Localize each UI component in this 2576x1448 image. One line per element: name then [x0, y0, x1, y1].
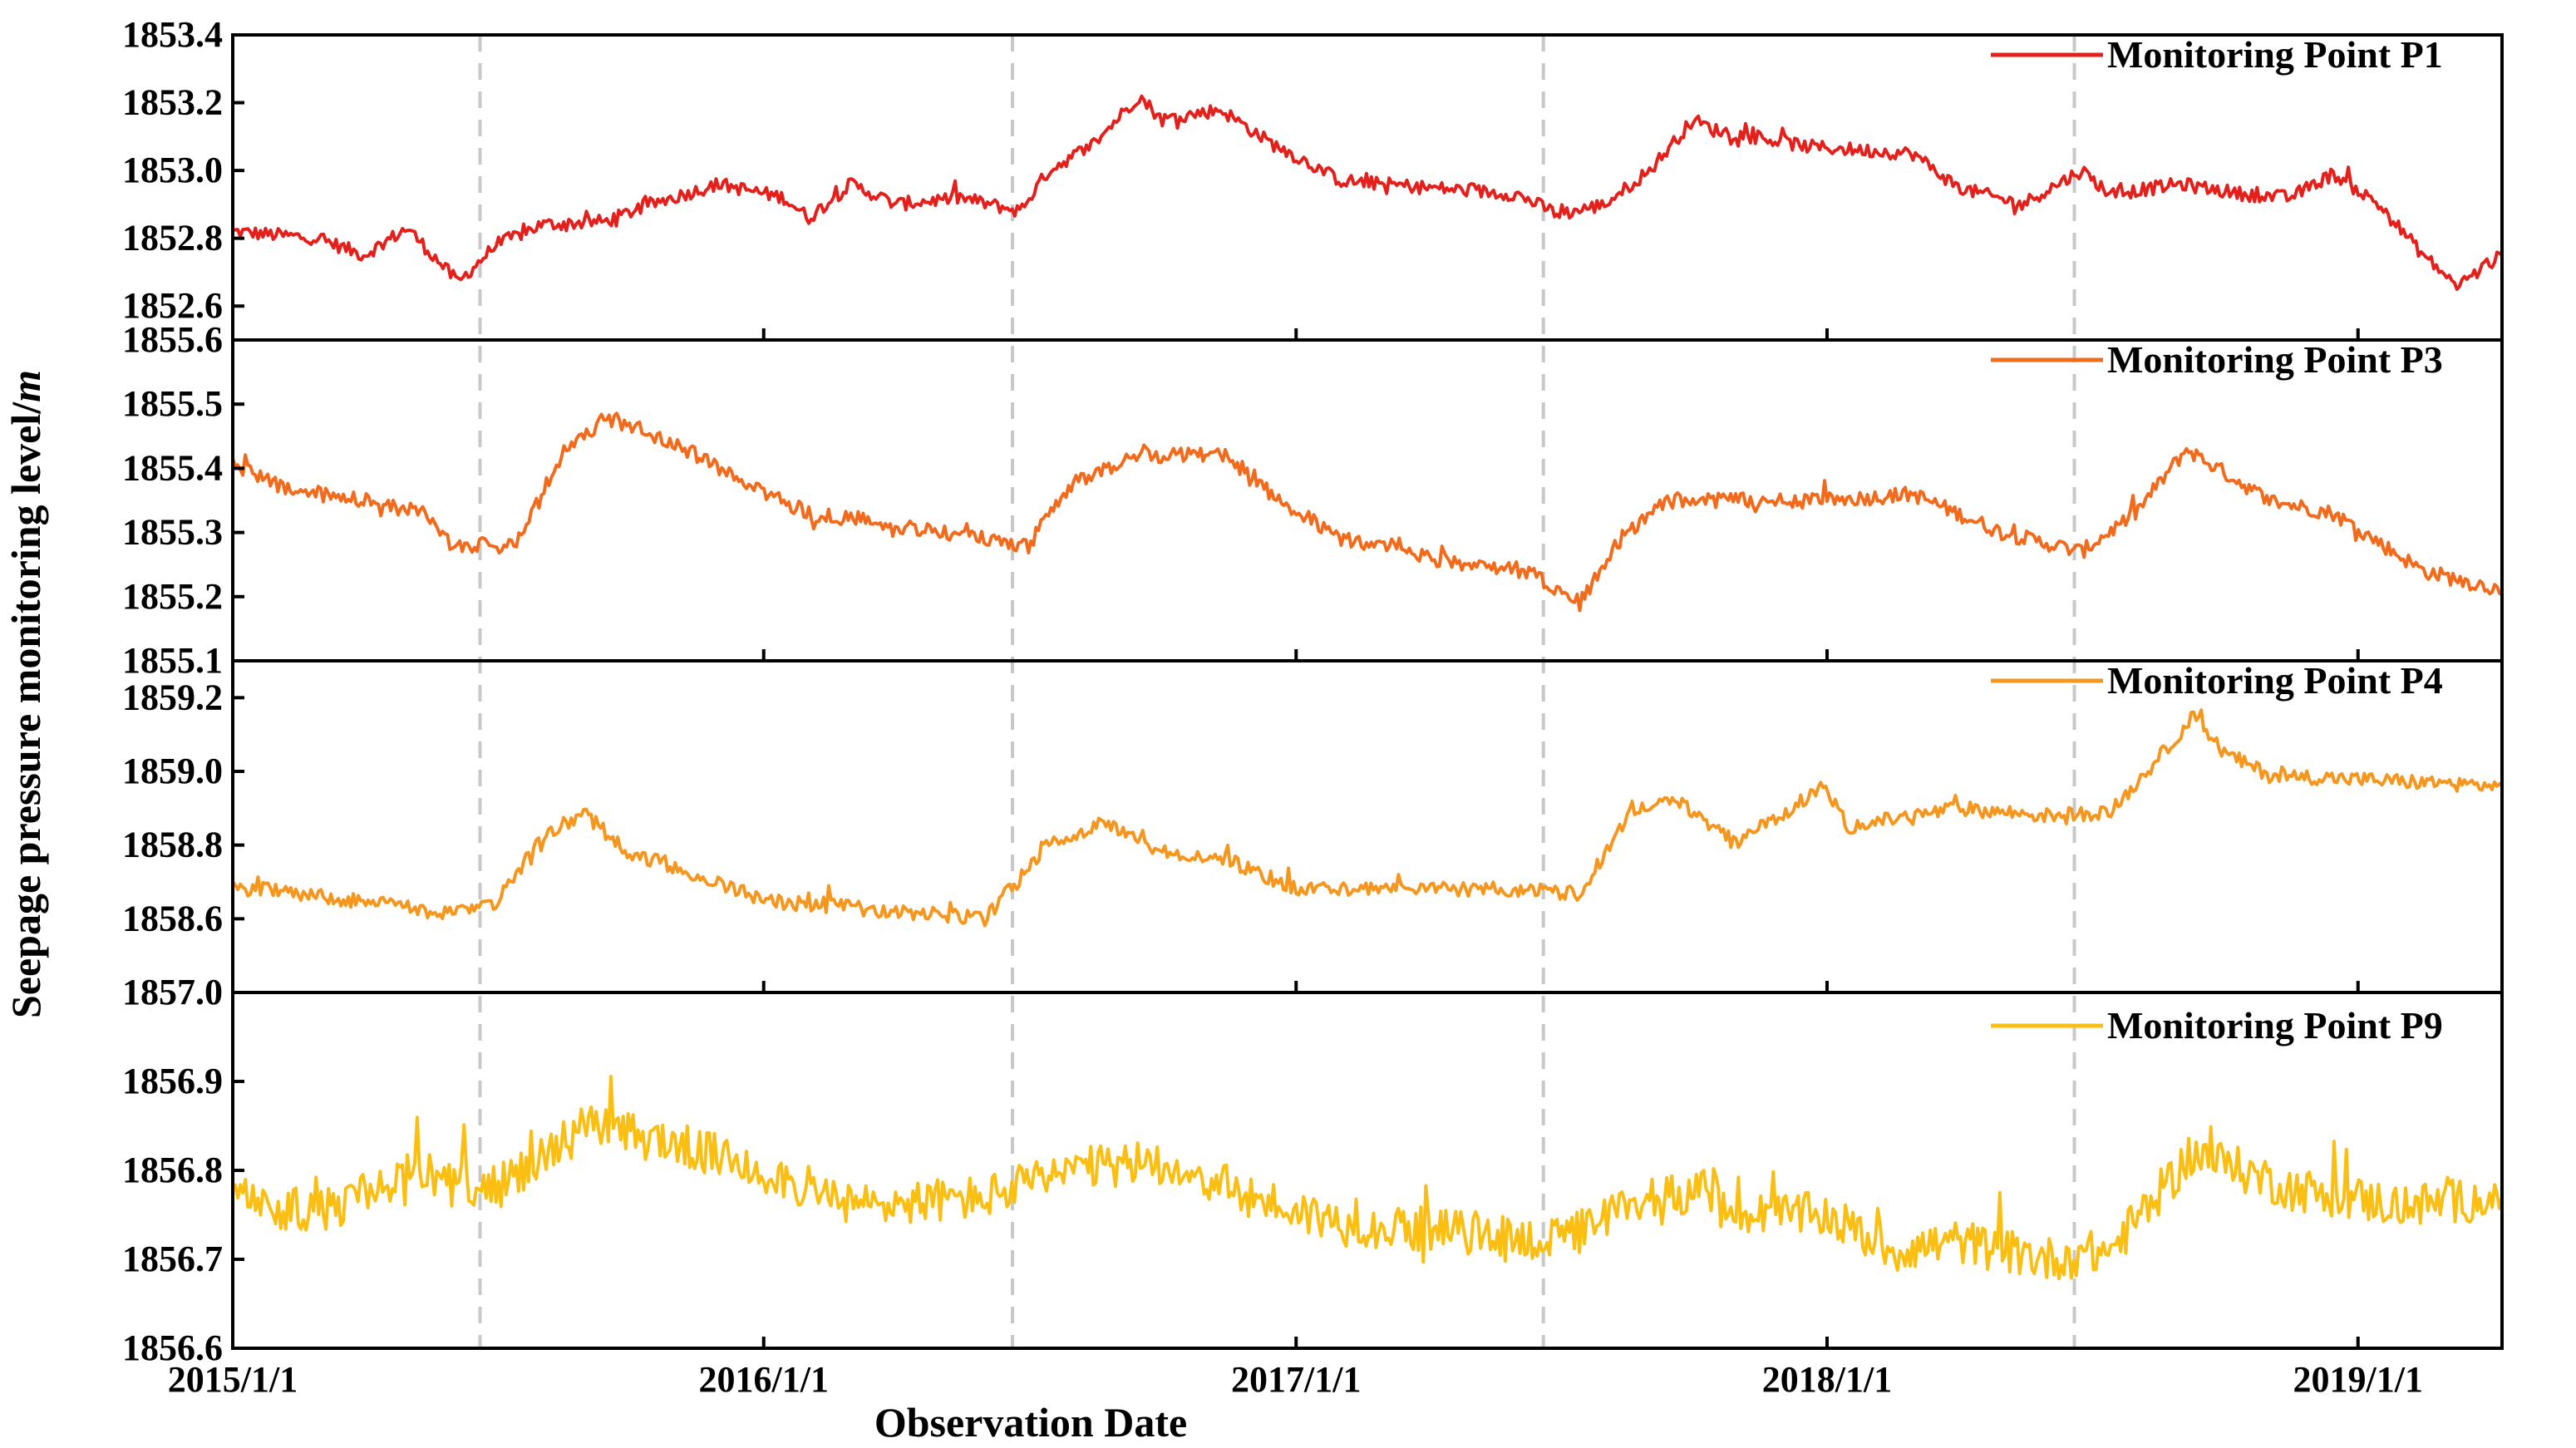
y-axis-title-text: Seepage pressure monitoring level/	[2, 401, 49, 1018]
y-tick-label: 1859.2	[122, 677, 223, 717]
panel-4: 1856.9 1856.8 1856.7 1856.6 Monitoring Point…	[122, 991, 2504, 1368]
x-axis-ticks: 2015/1/1 2016/1/1 2017/1/1 2018/1/1 2019/1/1	[168, 1359, 2423, 1400]
y-axis-title: Seepage pressure monitoring level/m	[2, 370, 49, 1018]
y-axis-title-unit: m	[2, 370, 49, 402]
y-tick-label: 1852.6	[122, 285, 223, 326]
y-tick-label: 1856.9	[122, 1061, 223, 1101]
panel-frame	[231, 338, 2504, 662]
series-line-4	[232, 1075, 2504, 1281]
x-tick-label: 2016/1/1	[699, 1359, 829, 1400]
y-tick-label: 1859.0	[122, 751, 223, 791]
y-tick-label: 1855.5	[122, 383, 223, 424]
y-tick-label: 1855.2	[122, 576, 223, 617]
x-tick-label: 2019/1/1	[2293, 1359, 2423, 1400]
x-tick-label: 2017/1/1	[1231, 1359, 1361, 1400]
y-tick-label: 1852.8	[122, 218, 223, 259]
x-tick-label: 2015/1/1	[168, 1359, 298, 1400]
y-tick-label: 1856.7	[122, 1239, 223, 1279]
y-tick-label: 1855.4	[122, 447, 223, 488]
y-tick-label: 1853.2	[122, 82, 223, 123]
series-line-2	[231, 411, 2504, 613]
y-tick-label: 1853.0	[122, 150, 223, 190]
y-tick-label: 1856.8	[122, 1150, 223, 1190]
y-tick-label: 1857.0	[122, 972, 223, 1012]
chart-panels: 1853.4 1853.2 1853.0 1852.8 1852.6 Monitoring…	[122, 14, 2504, 1368]
y-tick-label: 1855.3	[122, 512, 223, 553]
y-tick-label: 1855.1	[122, 640, 223, 681]
y-tick-label: 1855.6	[122, 319, 223, 360]
x-axis-title: Observation Date	[874, 1399, 1187, 1446]
y-tick-label: 1858.6	[122, 898, 223, 938]
y-tick-label: 1858.8	[122, 825, 223, 865]
y-tick-label: 1853.4	[122, 14, 223, 55]
panel-frame	[231, 659, 2504, 994]
series-line-1	[232, 94, 2504, 291]
series-line-3	[231, 708, 2504, 928]
y-tick-label: 1856.6	[122, 1327, 223, 1368]
dashed-reference-lines	[478, 35, 2076, 1348]
panel-3: 1859.2 1859.0 1858.8 1858.6 1857.0 Monitoring…	[122, 659, 2504, 1012]
legend-label: Monitoring Point P9	[2107, 1004, 2443, 1047]
legend-label: Monitoring Point P3	[2107, 338, 2443, 381]
x-tick-label: 2018/1/1	[1762, 1359, 1892, 1400]
legend-label: Monitoring Point P1	[2107, 33, 2443, 76]
panel-1: 1853.4 1853.2 1853.0 1852.8 1852.6 Monitoring…	[122, 14, 2504, 342]
legend-label: Monitoring Point P4	[2107, 659, 2443, 702]
